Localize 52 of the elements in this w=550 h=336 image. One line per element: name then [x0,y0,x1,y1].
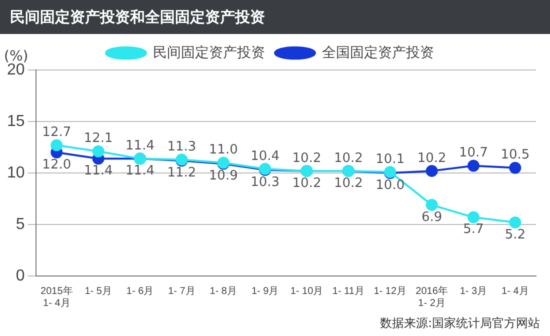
legend-label: 民间固定资产投资 [153,44,265,60]
data-label: 5.7 [463,222,484,238]
x-tick-label: 1- 7月 [168,286,196,297]
x-tick-label: 1- 8月 [210,286,237,297]
legend-label: 全国固定资产投资 [322,44,434,60]
data-label: 11.0 [208,142,238,158]
x-tick-label: 1- 5月 [84,286,112,297]
source-note: 数据来源:国家统计局官方网站 [380,315,540,332]
x-tick-label: 2016年 1- 2月 [416,284,448,309]
point [509,216,522,228]
point [467,160,480,172]
data-label: 11.2 [167,166,196,181]
data-label: 11.3 [167,139,196,154]
x-tick-label: 2015年 1- 4月 [40,284,73,309]
point [426,198,438,211]
data-label: 10.3 [250,174,280,190]
data-label: 12.7 [42,125,72,140]
point [467,211,480,224]
data-label: 12.0 [42,157,72,172]
data-label: 10.9 [208,168,238,184]
chart-title: 民间固定资产投资和全国固定资产投资 [0,0,550,34]
data-label: 10.5 [500,148,530,163]
point [92,145,104,158]
data-label: 10.4 [250,148,280,164]
x-tick-label: 1- 4月 [502,286,529,297]
data-label: 11.4 [126,163,154,178]
y-tick-label: 10 [7,164,25,182]
data-label: 10.0 [376,178,405,193]
data-label: 11.4 [84,163,113,178]
data-label: 11.4 [126,138,154,154]
x-tick-label: 1- 9月 [251,286,279,297]
y-tick-label: 0 [16,267,25,284]
x-tick-label: 1- 3月 [460,286,488,297]
data-label: 10.7 [459,146,488,161]
point [509,162,522,174]
data-label: 10.2 [292,150,322,166]
y-tick-label: 5 [16,216,25,233]
data-label: 10.2 [292,176,322,191]
x-tick-label: 1- 11月 [332,286,364,297]
x-tick-label: 1- 10月 [290,286,324,297]
x-tick-label: 1- 6月 [126,286,154,297]
point [50,139,63,152]
y-tick-label: 15 [7,112,25,130]
data-label: 12.1 [84,131,113,146]
data-label: 10.2 [417,150,446,166]
data-label: 6.9 [421,210,442,225]
x-tick-label: 1- 12月 [374,286,407,297]
point [426,164,438,177]
data-label: 10.2 [334,176,363,191]
data-label: 5.2 [504,227,526,242]
data-label: 10.1 [376,152,405,167]
data-label: 10.2 [334,150,363,166]
